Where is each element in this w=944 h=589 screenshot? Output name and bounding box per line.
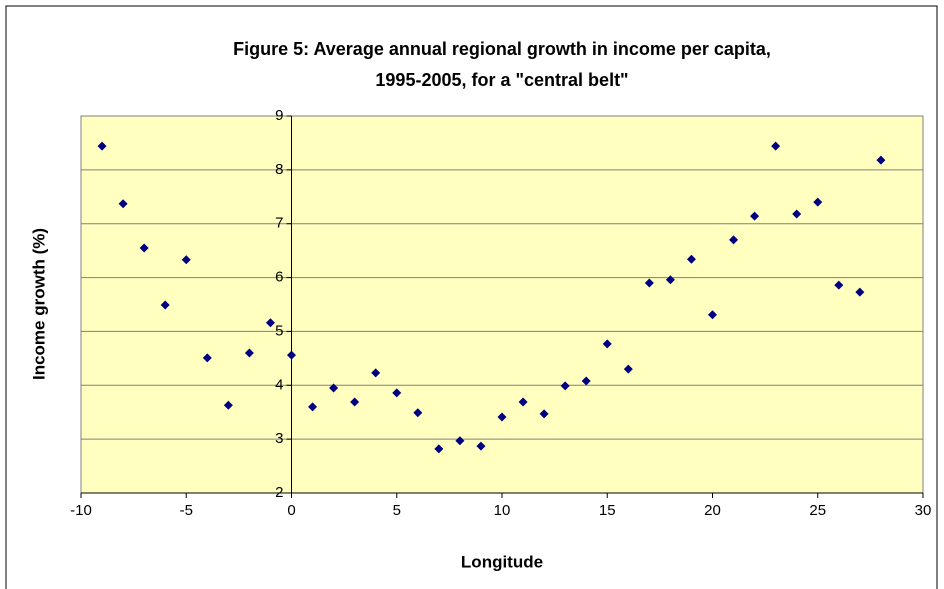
x-tick-label: 5 — [393, 502, 401, 519]
point — [329, 383, 339, 393]
y-tick-label: 7 — [275, 215, 283, 232]
y-tick-label: 2 — [275, 484, 283, 501]
plot-area — [80, 115, 924, 494]
y-tick-label: 8 — [275, 161, 283, 178]
x-tick-label: 0 — [287, 502, 295, 519]
x-tick-label: 30 — [915, 502, 932, 519]
point — [876, 155, 886, 165]
y-axis-title: Income growth (%) — [29, 228, 48, 380]
point — [581, 376, 591, 386]
x-tick-label: 25 — [809, 502, 826, 519]
y-tick-label: 9 — [275, 107, 283, 124]
x-tick-label: -10 — [70, 502, 92, 519]
point — [118, 199, 128, 209]
point — [97, 141, 107, 151]
chart-title: Figure 5: Average annual regional growth… — [233, 39, 771, 59]
point — [623, 364, 633, 374]
point — [476, 441, 486, 451]
point — [181, 255, 191, 265]
point — [644, 278, 654, 288]
point — [729, 235, 739, 245]
point — [750, 211, 760, 221]
point — [834, 280, 844, 290]
point — [287, 350, 296, 360]
x-tick-label: 15 — [599, 502, 616, 519]
point — [665, 275, 675, 285]
x-axis-title: Longitude — [461, 552, 543, 571]
point — [855, 287, 865, 297]
point — [265, 318, 275, 328]
y-tick-label: 5 — [275, 322, 283, 339]
point — [539, 409, 549, 419]
point — [223, 400, 233, 410]
point — [392, 388, 402, 398]
point — [244, 348, 254, 358]
point — [434, 444, 444, 454]
point — [602, 339, 612, 349]
point — [497, 412, 507, 422]
point — [371, 368, 381, 378]
y-tick-label: 6 — [275, 269, 283, 286]
chart-title: 1995-2005, for a "central belt" — [375, 70, 628, 90]
y-tick-label: 3 — [275, 430, 283, 447]
x-tick-label: -5 — [180, 502, 193, 519]
point — [792, 209, 802, 219]
x-tick-label: 10 — [494, 502, 511, 519]
point — [413, 408, 423, 418]
point — [560, 381, 570, 391]
point — [308, 402, 318, 412]
point — [350, 397, 360, 407]
point — [160, 300, 170, 310]
y-tick-label: 4 — [275, 376, 283, 393]
point — [686, 254, 696, 264]
point — [455, 436, 465, 446]
point — [139, 243, 149, 253]
point — [771, 141, 781, 151]
point — [202, 353, 212, 363]
point — [813, 197, 823, 207]
x-tick-label: 20 — [704, 502, 721, 519]
point — [518, 397, 528, 407]
point — [708, 310, 717, 320]
